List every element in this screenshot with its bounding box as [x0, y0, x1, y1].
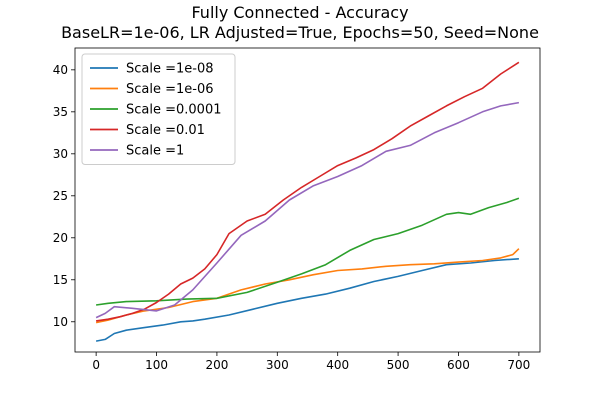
x-tick-label: 0	[92, 358, 100, 372]
y-tick-label: 25	[53, 189, 68, 203]
y-tick-label: 40	[53, 63, 68, 77]
x-tick-label: 200	[205, 358, 228, 372]
legend-label: Scale =0.0001	[126, 103, 222, 118]
plot-frame	[74, 47, 541, 353]
x-tick-label: 600	[447, 358, 470, 372]
legend-label: Scale =1	[126, 144, 184, 159]
series-line-1	[95, 248, 520, 324]
series-line-3	[95, 61, 520, 322]
y-tick-label: 35	[53, 105, 68, 119]
series-line-2	[95, 197, 520, 306]
x-tick-label: 700	[507, 358, 530, 372]
y-tick-label: 20	[53, 231, 68, 245]
x-tick-label: 500	[387, 358, 410, 372]
legend-label: Scale =1e-06	[126, 82, 214, 97]
legend-box	[81, 53, 236, 165]
y-tick-label: 10	[53, 315, 68, 329]
series-line-4	[95, 101, 520, 319]
series-line-0	[95, 258, 519, 342]
legend-label: Scale =0.01	[126, 123, 205, 138]
y-tick-label: 30	[53, 147, 68, 161]
chart-subtitle: BaseLR=1e-06, LR Adjusted=True, Epochs=5…	[61, 23, 539, 42]
x-tick-label: 300	[266, 358, 289, 372]
y-tick-label: 15	[53, 273, 68, 287]
x-tick-label: 100	[145, 358, 168, 372]
chart-title: Fully Connected - Accuracy	[191, 3, 409, 22]
legend-label: Scale =1e-08	[126, 62, 214, 77]
x-tick-label: 400	[326, 358, 349, 372]
